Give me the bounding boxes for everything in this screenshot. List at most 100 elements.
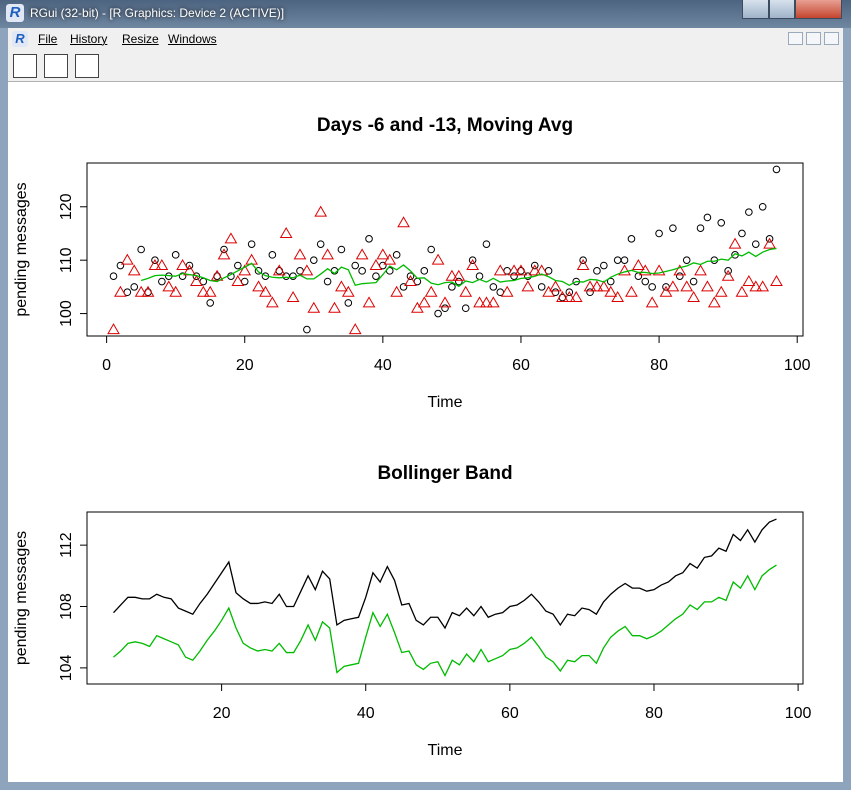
x-axis-label: Time [428, 394, 463, 411]
y-tick-label: 108 [58, 593, 75, 620]
plot-area [8, 82, 843, 782]
menu-item[interactable]: History [70, 32, 108, 46]
point [259, 285, 272, 297]
point [155, 259, 169, 271]
child-close[interactable] [824, 32, 839, 45]
point [586, 288, 594, 297]
point [468, 256, 477, 264]
menu-bar: R File History Resize Windows [8, 28, 843, 50]
point [427, 245, 435, 254]
menu-item[interactable]: Resize [122, 32, 159, 46]
point [535, 264, 549, 276]
point [116, 261, 125, 270]
point [717, 219, 726, 227]
point [148, 259, 162, 271]
point [365, 235, 373, 243]
y-axis-label: pending messages [13, 531, 30, 665]
point [390, 285, 404, 297]
point [765, 235, 774, 243]
point [461, 304, 470, 313]
point [459, 285, 473, 297]
point [694, 264, 707, 276]
toolbar [8, 50, 843, 82]
point [392, 251, 401, 259]
point [493, 264, 507, 276]
point [158, 277, 166, 286]
x-tick-label: 20 [236, 357, 254, 374]
x-axis-label: Time [428, 742, 463, 759]
point [638, 264, 652, 276]
point [220, 245, 228, 254]
point [372, 272, 380, 280]
point [420, 267, 429, 275]
point [452, 269, 466, 281]
child-minimize[interactable] [788, 32, 803, 45]
point [114, 285, 127, 297]
point [542, 285, 555, 297]
child-restore[interactable] [806, 32, 821, 45]
point [521, 280, 535, 292]
x-tick-label: 60 [501, 705, 519, 722]
print-button[interactable] [44, 54, 68, 78]
point [137, 245, 145, 254]
point [728, 237, 742, 249]
point [500, 285, 514, 297]
chart-title: Bollinger Band [377, 463, 512, 484]
chart-title: Days -6 and -13, Moving Avg [317, 115, 573, 136]
x-tick-label: 80 [645, 705, 663, 722]
point [701, 280, 714, 292]
point [714, 285, 728, 297]
close-button[interactable] [795, 0, 842, 19]
x-tick-label: 80 [650, 357, 668, 374]
point [196, 285, 210, 297]
point [556, 291, 569, 303]
point [399, 283, 408, 291]
point [613, 256, 622, 264]
minimize-button[interactable] [742, 0, 769, 19]
point [738, 229, 746, 238]
point [620, 256, 629, 264]
point [289, 272, 297, 280]
point [448, 283, 456, 291]
maximize-button[interactable] [769, 0, 795, 19]
x-tick-label: 100 [785, 705, 812, 722]
point [406, 272, 415, 280]
point [652, 264, 666, 276]
point [666, 280, 680, 292]
point [307, 301, 321, 313]
point [751, 240, 760, 248]
point [673, 264, 687, 276]
point [247, 240, 256, 248]
point [682, 256, 691, 264]
point [576, 259, 590, 271]
point [524, 272, 532, 280]
menu-item[interactable]: Windows [168, 32, 217, 46]
x-tick-label: 20 [213, 705, 231, 722]
point [600, 261, 608, 270]
point [314, 205, 328, 217]
x-tick-label: 100 [784, 357, 811, 374]
x-tick-label: 40 [357, 705, 375, 722]
app-icon: R [6, 4, 24, 22]
point [606, 277, 615, 286]
console-button[interactable] [75, 54, 99, 78]
copy-metafile-button[interactable] [13, 54, 37, 78]
point [549, 280, 562, 292]
point [107, 323, 120, 335]
point [618, 264, 631, 276]
point [648, 283, 656, 291]
menu-item[interactable]: File [38, 32, 58, 46]
y-tick-label: 120 [58, 193, 75, 220]
point [355, 248, 369, 260]
point [687, 291, 700, 303]
point [655, 229, 663, 238]
point [351, 261, 360, 270]
point [445, 269, 459, 281]
point [169, 285, 183, 297]
point [772, 165, 781, 174]
point [455, 277, 463, 286]
child-icon[interactable]: R [12, 31, 28, 47]
point [593, 267, 601, 275]
